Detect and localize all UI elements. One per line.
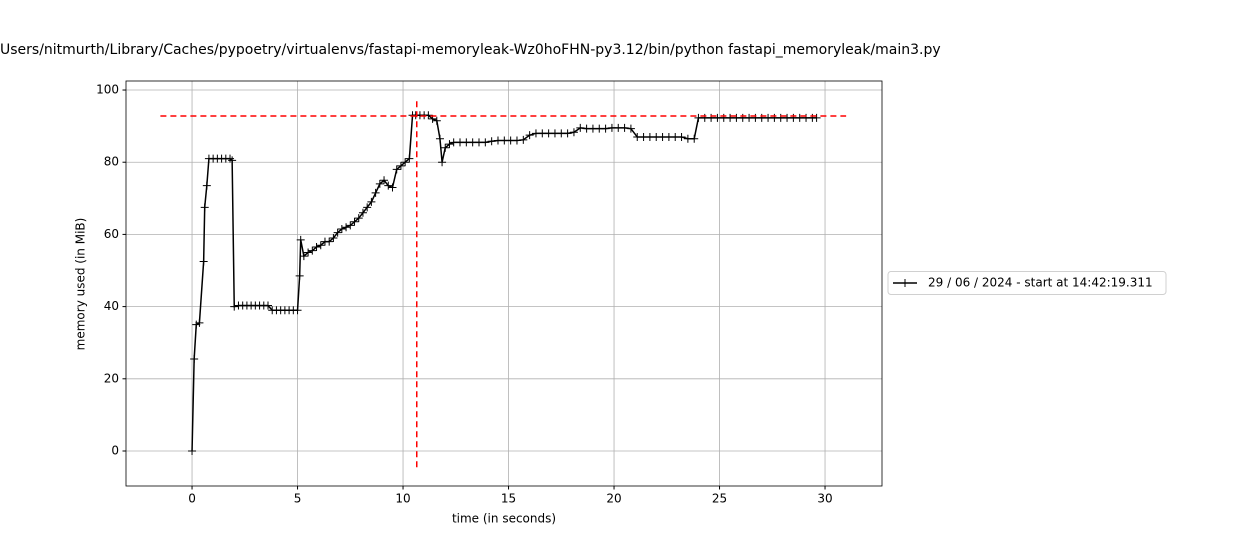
point-marker [350,217,359,226]
y-tick-label: 40 [104,299,119,313]
point-marker [226,154,235,163]
point-marker [230,302,239,311]
point-marker [329,234,338,243]
point-marker [228,156,237,165]
point-marker [487,137,496,146]
point-marker [401,158,410,167]
point-marker [481,138,490,147]
point-marker [299,252,308,261]
point-marker [435,134,444,143]
point-marker [325,237,334,246]
point-marker [337,224,346,233]
point-marker [396,161,405,170]
chart-title: Users/nitmurth/Library/Caches/pypoetry/v… [0,42,941,58]
point-marker [375,179,384,188]
point-marker [388,183,397,192]
y-tick-label: 0 [111,443,119,457]
y-tick-label: 80 [104,155,119,169]
point-marker [392,165,401,174]
x-tick-label: 30 [817,492,832,506]
x-tick-label: 15 [501,492,516,506]
x-tick-label: 20 [606,492,621,506]
point-marker [346,221,355,230]
point-marker [363,203,372,212]
point-marker [569,128,578,137]
point-marker [296,235,305,244]
y-tick-label: 20 [104,371,119,385]
point-marker [188,446,197,455]
legend-marker [901,279,909,287]
point-marker [380,176,389,185]
point-marker [333,228,342,237]
point-marker [525,131,534,140]
x-tick-label: 0 [188,492,196,506]
x-tick-label: 5 [294,492,302,506]
point-marker [519,135,528,144]
point-marker [367,197,376,206]
point-marker [626,124,635,133]
legend-box [887,271,1167,295]
point-marker [371,188,380,197]
point-marker [445,140,454,149]
y-tick-label: 60 [104,227,119,241]
legend-label: 29 / 06 / 2024 - start at 14:42:19.311 [928,276,1153,290]
point-marker [601,124,610,133]
series-line [191,114,817,452]
point-marker [677,132,686,141]
point-marker [316,241,325,250]
point-marker [264,301,273,310]
point-marker [690,134,699,143]
x-tick-label: 10 [395,492,410,506]
point-marker [358,208,367,217]
x-tick-label: 25 [712,492,727,506]
point-marker [812,113,821,122]
point-marker [308,246,317,255]
point-marker [202,181,211,190]
plot-frame [125,80,883,487]
point-marker [441,143,450,152]
point-marker [563,129,572,138]
point-marker [342,223,351,232]
point-marker [576,123,585,132]
x-axis-label: time (in seconds) [452,512,556,526]
y-axis-label: memory used (in MiB) [74,218,88,351]
point-marker [200,203,209,212]
point-marker [620,123,629,132]
point-marker [512,136,521,145]
point-marker [354,214,363,223]
point-marker [405,154,414,163]
point-marker [195,318,204,327]
point-marker [312,243,321,252]
y-tick-label: 100 [96,83,119,97]
point-marker [190,354,199,363]
point-marker [199,257,208,266]
point-marker [438,158,447,167]
point-marker [384,181,393,190]
point-marker [293,306,302,315]
point-marker [432,116,441,125]
point-marker [295,271,304,280]
point-marker [304,248,313,257]
